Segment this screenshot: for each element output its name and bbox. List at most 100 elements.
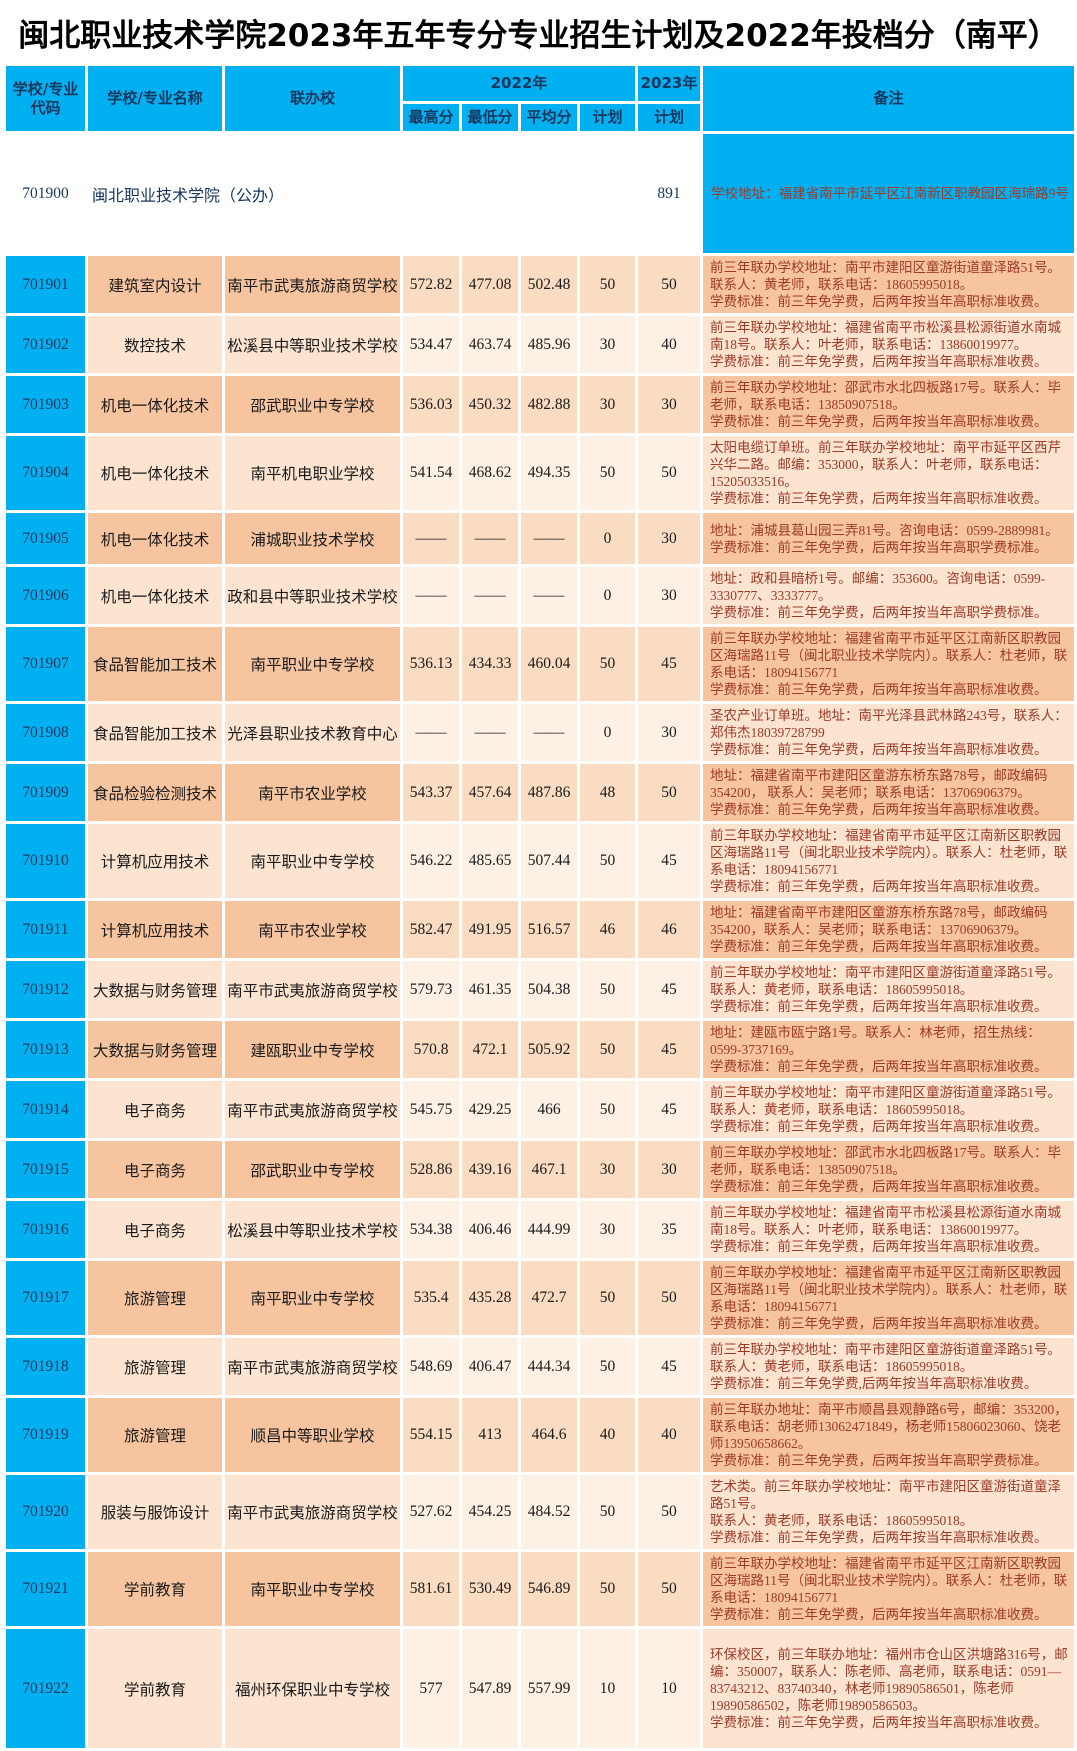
plan-2023-cell: 50	[635, 1258, 703, 1338]
plan-2022-cell: 50	[577, 1078, 638, 1141]
partner-school-cell: 邵武职业中专学校	[222, 373, 403, 436]
avg-score-cell: 472.7	[518, 1258, 580, 1338]
school-avg-cell	[518, 131, 580, 256]
major-name-cell: 机电一体化技术	[85, 433, 225, 513]
max-score-cell: 528.86	[400, 1138, 462, 1201]
avg-score-cell: 444.99	[518, 1198, 580, 1261]
major-name-cell: 旅游管理	[85, 1258, 225, 1338]
table-row: 701904 机电一体化技术 南平机电职业学校 541.54 468.62 49…	[3, 433, 1077, 513]
code-cell: 701902	[3, 313, 88, 376]
plan-2023-cell: 50	[635, 761, 703, 824]
avg-score-cell: 466	[518, 1078, 580, 1141]
min-score-cell: 439.16	[459, 1138, 521, 1201]
remark-line: 地址：福建省南平市建阳区童游东桥东路78号，邮政编码354200， 联系人：吴老…	[710, 768, 1048, 800]
max-score-cell: 545.75	[400, 1078, 462, 1141]
min-score-cell: 461.35	[459, 958, 521, 1021]
plan-2023-cell: 45	[635, 1078, 703, 1141]
avg-score-cell: 557.99	[518, 1626, 580, 1751]
table-row: 701913 大数据与财务管理 建瓯职业中专学校 570.8 472.1 505…	[3, 1018, 1077, 1081]
plan-2022-cell: 30	[577, 1138, 638, 1201]
code-cell: 701915	[3, 1138, 88, 1201]
max-score-cell: ——	[400, 510, 462, 567]
major-name-cell: 学前教育	[85, 1549, 225, 1629]
remark-line: 学费标准：前三年免学费，后两年按当年高职学费标准。	[710, 605, 1048, 620]
min-score-cell: 457.64	[459, 761, 521, 824]
table-row: 701921 学前教育 南平职业中专学校 581.61 530.49 546.8…	[3, 1549, 1077, 1629]
avg-score-cell: 487.86	[518, 761, 580, 824]
table-header: 学校/专业代码 学校/专业名称 联办校 2022年 2023年 备注 最高分 最…	[3, 63, 1077, 134]
header-code: 学校/专业代码	[3, 63, 88, 134]
plan-2022-cell: 50	[577, 1258, 638, 1338]
school-remark-cell: 学校地址：福建省南平市延平区江南新区职教园区海瑞路9号	[700, 131, 1077, 256]
major-name-cell: 数控技术	[85, 313, 225, 376]
table-row: 701915 电子商务 邵武职业中专学校 528.86 439.16 467.1…	[3, 1138, 1077, 1201]
max-score-cell: 582.47	[400, 898, 462, 961]
major-name-cell: 机电一体化技术	[85, 510, 225, 567]
major-name-cell: 食品智能加工技术	[85, 701, 225, 764]
partner-school-cell: 南平市武夷旅游商贸学校	[222, 1472, 403, 1552]
remark-cell: 前三年联办学校地址：福建省南平市延平区江南新区职教园区海瑞路11号（闽北职业技术…	[700, 1549, 1077, 1629]
remark-line: 地址：浦城县葛山园三弄81号。咨询电话：0599-2889981。	[710, 522, 1059, 538]
partner-school-cell: 松溪县中等职业技术学校	[222, 313, 403, 376]
min-score-cell: 406.46	[459, 1198, 521, 1261]
avg-score-cell: ——	[518, 564, 580, 627]
remark-cell: 地址：福建省南平市建阳区童游东桥东路78号，邮政编码354200， 联系人：吴老…	[700, 761, 1077, 824]
table-row: 701920 服装与服饰设计 南平市武夷旅游商贸学校 527.62 454.25…	[3, 1472, 1077, 1552]
remark-cell: 前三年联办学校地址：福建省南平市松溪县松源街道水南城南18号。联系人：叶老师，联…	[700, 1198, 1077, 1261]
plan-2023-cell: 50	[635, 253, 703, 316]
table-row: 701908 食品智能加工技术 光泽县职业技术教育中心 —— —— —— 0 3…	[3, 701, 1077, 764]
plan-2022-cell: 46	[577, 898, 638, 961]
remark-line: 前三年联办学校地址：福建省南平市延平区江南新区职教园区海瑞路11号（闽北职业技术…	[710, 1265, 1068, 1314]
plan-2023-cell: 40	[635, 1395, 703, 1475]
min-score-cell: 435.28	[459, 1258, 521, 1338]
major-name-cell: 电子商务	[85, 1198, 225, 1261]
major-name-cell: 食品智能加工技术	[85, 624, 225, 704]
code-cell: 701921	[3, 1549, 88, 1629]
code-cell: 701919	[3, 1395, 88, 1475]
code-cell: 701908	[3, 701, 88, 764]
major-name-cell: 电子商务	[85, 1078, 225, 1141]
avg-score-cell: 502.48	[518, 253, 580, 316]
plan-2022-cell: 30	[577, 313, 638, 376]
avg-score-cell: 494.35	[518, 433, 580, 513]
partner-school-cell: 浦城职业技术学校	[222, 510, 403, 567]
partner-school-cell: 南平机电职业学校	[222, 433, 403, 513]
plan-2023-cell: 30	[635, 564, 703, 627]
min-score-cell: 406.47	[459, 1335, 521, 1398]
header-max-score: 最高分	[400, 101, 462, 134]
plan-2022-cell: 0	[577, 564, 638, 627]
max-score-cell: 554.15	[400, 1395, 462, 1475]
code-cell: 701917	[3, 1258, 88, 1338]
remark-cell: 地址：政和县暗桥1号。邮编：353600。咨询电话：0599-3330777、3…	[700, 564, 1077, 627]
plan-2023-cell: 35	[635, 1198, 703, 1261]
min-score-cell: 477.08	[459, 253, 521, 316]
plan-2023-cell: 45	[635, 624, 703, 704]
partner-school-cell: 南平市农业学校	[222, 761, 403, 824]
max-score-cell: 570.8	[400, 1018, 462, 1081]
avg-score-cell: 482.88	[518, 373, 580, 436]
remark-line: 前三年联办学校地址：福建省南平市延平区江南新区职教园区海瑞路11号（闽北职业技术…	[710, 828, 1068, 877]
plan-2023-cell: 30	[635, 373, 703, 436]
code-cell: 701913	[3, 1018, 88, 1081]
min-score-cell: 463.74	[459, 313, 521, 376]
code-cell: 701905	[3, 510, 88, 567]
remark-line: 环保校区，前三年联办地址：福州市仓山区洪塘路316号，邮编：350007，联系人…	[710, 1647, 1068, 1713]
plan-2022-cell: 50	[577, 624, 638, 704]
school-summary-row: 701900 闽北职业技术学院（公办） 891 学校地址：福建省南平市延平区江南…	[3, 131, 1077, 256]
code-cell: 701916	[3, 1198, 88, 1261]
page-title: 闽北职业技术学院2023年五年专分专业招生计划及2022年投档分（南平）	[18, 18, 1059, 54]
table-row: 701906 机电一体化技术 政和县中等职业技术学校 —— —— —— 0 30…	[3, 564, 1077, 627]
max-score-cell: 546.22	[400, 821, 462, 901]
header-min-score: 最低分	[459, 101, 521, 134]
remark-line: 联系人：黄老师，联系电话：18605995018。	[710, 1359, 974, 1374]
partner-school-cell: 南平市农业学校	[222, 898, 403, 961]
header-group-2023: 2023年	[635, 63, 703, 104]
remark-line: 学费标准：前三年免学费，后两年按当年高职标准收费。	[710, 1316, 1048, 1331]
max-score-cell: 527.62	[400, 1472, 462, 1552]
min-score-cell: 547.89	[459, 1626, 521, 1751]
remark-line: 联系人：黄老师，联系电话：18605995018。	[710, 1102, 974, 1117]
max-score-cell: 541.54	[400, 433, 462, 513]
max-score-cell: 536.13	[400, 624, 462, 704]
remark-line: 地址：政和县暗桥1号。邮编：353600。咨询电话：0599-3330777、3…	[710, 571, 1046, 603]
partner-school-cell: 邵武职业中专学校	[222, 1138, 403, 1201]
